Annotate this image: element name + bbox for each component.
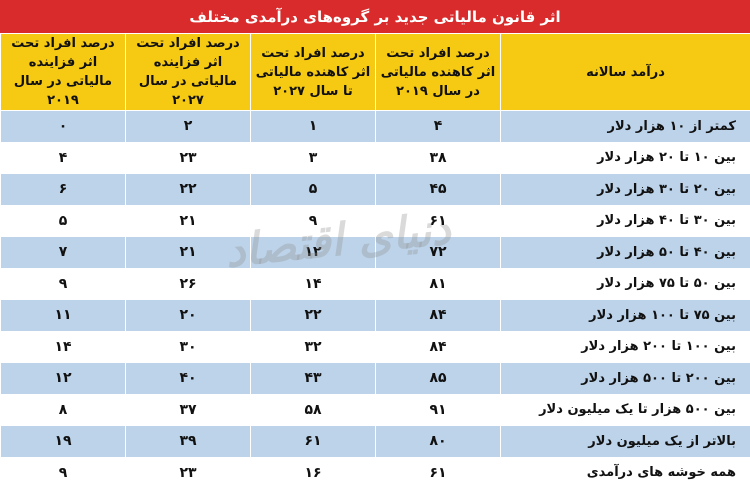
reduced-2019-cell: ۸۴ bbox=[375, 330, 501, 363]
increased-2027-cell: ۳۷ bbox=[125, 393, 251, 426]
increased-2027-cell: ۲۲ bbox=[125, 173, 251, 206]
increased-2019-cell: ۶ bbox=[0, 173, 126, 206]
increased-2019-cell: ۱۴ bbox=[0, 330, 126, 363]
increased-2019-cell: ۹ bbox=[0, 456, 126, 489]
table-row: کمتر از ۱۰ هزار دلار ۴ ۱ ۲ ۰ bbox=[0, 110, 750, 143]
table-row: همه خوشه های درآمدی ۶۱ ۱۶ ۲۳ ۹ bbox=[0, 456, 750, 489]
income-range-cell: بین ۵۰ تا ۷۵ هزار دلار bbox=[500, 267, 750, 300]
income-range-cell: بین ۲۰۰ تا ۵۰۰ هزار دلار bbox=[500, 362, 750, 395]
header-annual-income: درآمد سالانه bbox=[500, 33, 750, 111]
increased-2019-cell: ۱۱ bbox=[0, 299, 126, 332]
increased-2027-cell: ۲۶ bbox=[125, 267, 251, 300]
income-range-cell: بالاتر از یک میلیون دلار bbox=[500, 425, 750, 458]
increased-2019-cell: ۵ bbox=[0, 204, 126, 237]
table-header-row: درآمد سالانه درصد افراد تحت اثر کاهنده م… bbox=[0, 33, 750, 111]
table-body: کمتر از ۱۰ هزار دلار ۴ ۱ ۲ ۰ بین ۱۰ تا ۲۰ هزا… bbox=[0, 110, 750, 489]
figure-title: اثر قانون مالیاتی جدید بر گروه‌های درآمد… bbox=[0, 0, 750, 33]
income-range-cell: بین ۳۰ تا ۴۰ هزار دلار bbox=[500, 204, 750, 237]
reduced-2019-cell: ۶۱ bbox=[375, 204, 501, 237]
tax-impact-table: درآمد سالانه درصد افراد تحت اثر کاهنده م… bbox=[0, 33, 750, 489]
reduced-2027-cell: ۱۶ bbox=[250, 456, 376, 489]
table-row: بین ۲۰۰ تا ۵۰۰ هزار دلار ۸۵ ۴۳ ۴۰ ۱۲ bbox=[0, 362, 750, 395]
increased-2019-cell: ۹ bbox=[0, 267, 126, 300]
reduced-2027-cell: ۴۳ bbox=[250, 362, 376, 395]
table-row: بین ۷۵ تا ۱۰۰ هزار دلار ۸۴ ۲۲ ۲۰ ۱۱ bbox=[0, 299, 750, 332]
table-row: بین ۵۰ تا ۷۵ هزار دلار ۸۱ ۱۴ ۲۶ ۹ bbox=[0, 267, 750, 300]
reduced-2019-cell: ۴۵ bbox=[375, 173, 501, 206]
table-row: بین ۳۰ تا ۴۰ هزار دلار ۶۱ ۹ ۲۱ ۵ bbox=[0, 204, 750, 237]
increased-2027-cell: ۲۱ bbox=[125, 204, 251, 237]
increased-2027-cell: ۴۰ bbox=[125, 362, 251, 395]
reduced-2019-cell: ۸۴ bbox=[375, 299, 501, 332]
reduced-2027-cell: ۵ bbox=[250, 173, 376, 206]
increased-2019-cell: ۴ bbox=[0, 141, 126, 174]
reduced-2019-cell: ۸۰ bbox=[375, 425, 501, 458]
income-range-cell: بین ۷۵ تا ۱۰۰ هزار دلار bbox=[500, 299, 750, 332]
table-row: بالاتر از یک میلیون دلار ۸۰ ۶۱ ۳۹ ۱۹ bbox=[0, 425, 750, 458]
reduced-2019-cell: ۹۱ bbox=[375, 393, 501, 426]
reduced-2027-cell: ۲۲ bbox=[250, 299, 376, 332]
increased-2027-cell: ۲ bbox=[125, 110, 251, 143]
income-range-cell: بین ۵۰۰ هزار تا یک میلیون دلار bbox=[500, 393, 750, 426]
income-range-cell: بین ۱۰ تا ۲۰ هزار دلار bbox=[500, 141, 750, 174]
reduced-2027-cell: ۹ bbox=[250, 204, 376, 237]
increased-2019-cell: ۷ bbox=[0, 236, 126, 269]
reduced-2027-cell: ۳ bbox=[250, 141, 376, 174]
increased-2027-cell: ۳۹ bbox=[125, 425, 251, 458]
increased-2027-cell: ۲۳ bbox=[125, 141, 251, 174]
increased-2019-cell: ۸ bbox=[0, 393, 126, 426]
header-increased-2027: درصد افراد تحت اثر فزاینده مالیاتی در سا… bbox=[125, 33, 251, 111]
reduced-2019-cell: ۸۱ bbox=[375, 267, 501, 300]
header-reduced-2019: درصد افراد تحت اثر کاهنده مالیاتی در سال… bbox=[375, 33, 501, 111]
reduced-2019-cell: ۷۲ bbox=[375, 236, 501, 269]
table-row: بین ۱۰۰ تا ۲۰۰ هزار دلار ۸۴ ۳۲ ۳۰ ۱۴ bbox=[0, 330, 750, 363]
increased-2027-cell: ۲۳ bbox=[125, 456, 251, 489]
income-range-cell: بین ۱۰۰ تا ۲۰۰ هزار دلار bbox=[500, 330, 750, 363]
increased-2019-cell: ۰ bbox=[0, 110, 126, 143]
reduced-2027-cell: ۶۱ bbox=[250, 425, 376, 458]
reduced-2027-cell: ۳۲ bbox=[250, 330, 376, 363]
reduced-2027-cell: ۵۸ bbox=[250, 393, 376, 426]
reduced-2019-cell: ۴ bbox=[375, 110, 501, 143]
increased-2027-cell: ۲۱ bbox=[125, 236, 251, 269]
increased-2019-cell: ۱۲ bbox=[0, 362, 126, 395]
table-row: بین ۴۰ تا ۵۰ هزار دلار ۷۲ ۱۲ ۲۱ ۷ bbox=[0, 236, 750, 269]
reduced-2027-cell: ۱۲ bbox=[250, 236, 376, 269]
increased-2027-cell: ۳۰ bbox=[125, 330, 251, 363]
increased-2019-cell: ۱۹ bbox=[0, 425, 126, 458]
table-row: بین ۲۰ تا ۳۰ هزار دلار ۴۵ ۵ ۲۲ ۶ bbox=[0, 173, 750, 206]
reduced-2019-cell: ۸۵ bbox=[375, 362, 501, 395]
reduced-2019-cell: ۶۱ bbox=[375, 456, 501, 489]
reduced-2027-cell: ۱ bbox=[250, 110, 376, 143]
header-increased-2019: درصد افراد تحت اثر فزاینده مالیاتی در سا… bbox=[0, 33, 126, 111]
header-reduced-2027: درصد افراد تحت اثر کاهنده مالیاتی تا سال… bbox=[250, 33, 376, 111]
increased-2027-cell: ۲۰ bbox=[125, 299, 251, 332]
reduced-2019-cell: ۳۸ bbox=[375, 141, 501, 174]
income-range-cell: بین ۴۰ تا ۵۰ هزار دلار bbox=[500, 236, 750, 269]
income-range-cell: بین ۲۰ تا ۳۰ هزار دلار bbox=[500, 173, 750, 206]
reduced-2027-cell: ۱۴ bbox=[250, 267, 376, 300]
income-range-cell: کمتر از ۱۰ هزار دلار bbox=[500, 110, 750, 143]
table-row: بین ۱۰ تا ۲۰ هزار دلار ۳۸ ۳ ۲۳ ۴ bbox=[0, 141, 750, 174]
table-row: بین ۵۰۰ هزار تا یک میلیون دلار ۹۱ ۵۸ ۳۷ ۸ bbox=[0, 393, 750, 426]
income-range-cell: همه خوشه های درآمدی bbox=[500, 456, 750, 489]
